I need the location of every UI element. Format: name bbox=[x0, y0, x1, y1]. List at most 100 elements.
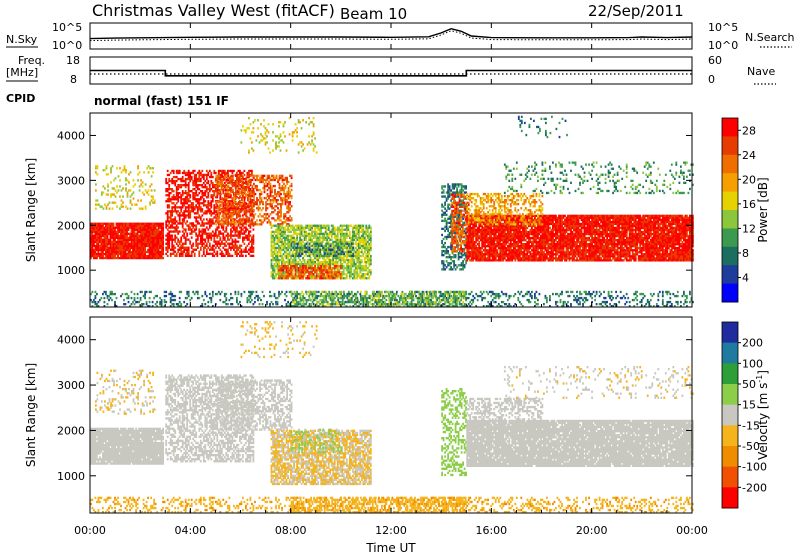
power-cell bbox=[248, 169, 250, 173]
power-cell bbox=[108, 248, 110, 252]
power-cell bbox=[303, 234, 306, 238]
power-cell bbox=[257, 135, 259, 138]
power-cell bbox=[225, 252, 228, 256]
power-cell bbox=[278, 228, 280, 231]
power-cell bbox=[286, 199, 288, 202]
power-cell bbox=[216, 204, 219, 207]
power-cell bbox=[269, 151, 271, 154]
power-cell bbox=[103, 246, 106, 250]
power-cell bbox=[205, 250, 208, 253]
power-cell bbox=[103, 238, 106, 242]
power-cell bbox=[276, 240, 279, 244]
power-cell bbox=[123, 248, 125, 252]
power-cell bbox=[273, 230, 276, 234]
power-cell bbox=[90, 234, 92, 238]
power-cell bbox=[222, 192, 225, 195]
power-cell bbox=[186, 254, 189, 258]
power-cell bbox=[166, 204, 169, 207]
power-cell bbox=[165, 194, 168, 197]
power-cell bbox=[309, 121, 312, 124]
power-cell bbox=[240, 232, 243, 235]
power-cell bbox=[126, 230, 128, 234]
power-cell bbox=[317, 258, 320, 262]
power-cell bbox=[275, 135, 277, 138]
power-cell bbox=[208, 248, 211, 251]
power-cell bbox=[148, 252, 151, 256]
power-cell bbox=[103, 244, 106, 248]
power-cell bbox=[141, 242, 143, 246]
power-cell bbox=[184, 228, 187, 231]
power-cell bbox=[285, 246, 288, 250]
power-cell bbox=[208, 190, 211, 193]
power-cell bbox=[201, 228, 204, 231]
power-cell bbox=[97, 224, 100, 227]
power-cell bbox=[115, 232, 118, 236]
power-cell bbox=[129, 224, 131, 227]
power-cell bbox=[97, 222, 100, 225]
power-cell bbox=[90, 242, 92, 246]
power-cell bbox=[184, 173, 187, 177]
power-cell bbox=[277, 178, 279, 182]
power-cell bbox=[249, 248, 252, 251]
power-cell bbox=[368, 265, 371, 268]
power-cell bbox=[248, 149, 250, 152]
power-cell bbox=[103, 300, 106, 304]
power-cell bbox=[239, 169, 241, 173]
power-cell bbox=[269, 188, 272, 192]
power-cell bbox=[162, 250, 164, 254]
power-cell bbox=[224, 197, 227, 200]
power-cell bbox=[127, 246, 130, 250]
power-cell bbox=[175, 236, 178, 239]
power-cell bbox=[115, 256, 118, 260]
power-cell bbox=[293, 230, 295, 234]
power-cell bbox=[349, 246, 352, 249]
power-cell bbox=[344, 267, 347, 270]
power-cell bbox=[232, 203, 234, 206]
power-cell bbox=[153, 201, 156, 204]
power-cell bbox=[223, 230, 226, 233]
power-cell bbox=[255, 139, 258, 142]
power-cell bbox=[111, 248, 113, 252]
power-cell bbox=[105, 234, 107, 238]
power-cell bbox=[226, 221, 228, 224]
power-cell bbox=[169, 252, 172, 256]
power-cell bbox=[196, 236, 199, 239]
power-cell bbox=[186, 196, 189, 199]
power-cell bbox=[227, 205, 230, 208]
power-cell bbox=[267, 123, 270, 126]
power-cell bbox=[262, 215, 264, 218]
power-cell bbox=[183, 236, 186, 239]
power-cell bbox=[225, 244, 228, 247]
power-cell bbox=[281, 242, 283, 246]
power-cell bbox=[235, 221, 237, 224]
power-cell bbox=[245, 192, 248, 196]
power-cell bbox=[229, 176, 231, 180]
power-cell bbox=[190, 246, 193, 249]
power-cell bbox=[169, 216, 172, 219]
power-cell bbox=[117, 226, 119, 229]
power-cell bbox=[344, 277, 347, 280]
power-cell bbox=[278, 232, 280, 236]
power-cell bbox=[201, 244, 204, 247]
power-cell bbox=[141, 226, 143, 229]
power-cell bbox=[230, 213, 233, 216]
power-cell bbox=[251, 210, 253, 213]
power-cell bbox=[210, 196, 213, 199]
power-cell bbox=[278, 211, 281, 214]
power-cell bbox=[277, 211, 279, 214]
power-cell bbox=[305, 242, 308, 245]
power-cell bbox=[171, 226, 174, 229]
power-cell bbox=[169, 224, 172, 227]
power-cell bbox=[132, 234, 134, 238]
power-cell bbox=[187, 190, 190, 193]
power-cell bbox=[294, 232, 297, 236]
power-cell bbox=[269, 199, 272, 202]
power-cell bbox=[270, 246, 273, 250]
power-cell bbox=[273, 246, 276, 250]
power-cell bbox=[181, 242, 184, 245]
power-cell bbox=[238, 215, 240, 218]
power-cell bbox=[130, 290, 133, 294]
power-cell bbox=[284, 199, 287, 202]
power-cell bbox=[272, 265, 274, 268]
power-cell bbox=[100, 256, 103, 260]
